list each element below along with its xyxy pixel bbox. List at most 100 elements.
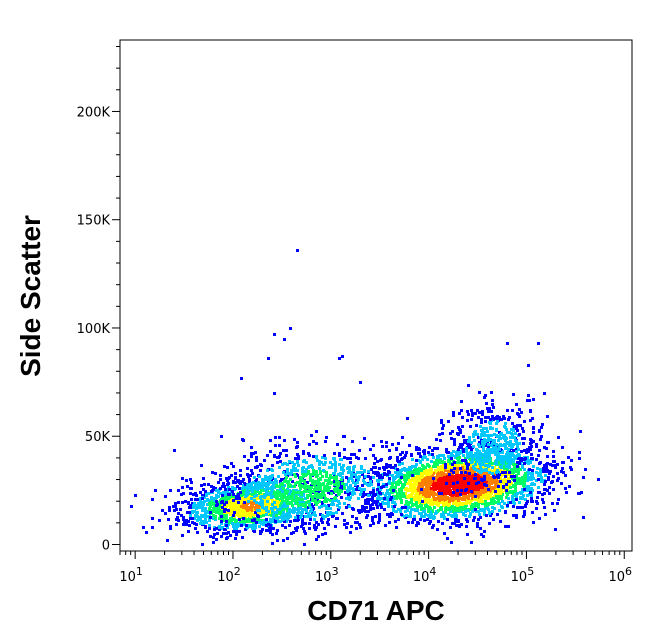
data-point <box>477 499 480 502</box>
data-point <box>516 492 519 495</box>
data-point <box>197 516 200 519</box>
data-point <box>271 499 274 502</box>
data-point <box>464 491 467 494</box>
data-point <box>407 473 410 476</box>
data-point <box>245 512 248 515</box>
data-point <box>456 489 459 492</box>
data-point <box>298 493 301 496</box>
data-point <box>246 484 249 487</box>
data-point <box>332 491 335 494</box>
data-point <box>408 471 411 474</box>
data-point <box>387 505 390 508</box>
data-point <box>238 518 241 521</box>
data-point <box>248 489 251 492</box>
data-point <box>267 487 270 490</box>
data-point <box>365 516 368 519</box>
data-point <box>433 486 436 489</box>
data-point <box>514 490 517 493</box>
data-point <box>189 514 192 517</box>
data-point <box>336 482 339 485</box>
data-point <box>526 471 529 474</box>
data-point <box>528 493 531 496</box>
data-point <box>457 433 460 436</box>
data-point <box>347 480 350 483</box>
data-point <box>337 500 340 503</box>
data-point <box>402 492 405 495</box>
data-point <box>233 504 236 507</box>
data-point <box>470 448 473 451</box>
data-point <box>423 515 426 518</box>
data-point <box>245 504 248 507</box>
data-point <box>289 478 292 481</box>
data-point <box>295 502 298 505</box>
data-point <box>437 475 440 478</box>
data-point <box>551 502 554 505</box>
data-point <box>284 473 287 476</box>
data-point <box>473 483 476 486</box>
data-point <box>468 485 471 488</box>
data-point <box>307 452 310 455</box>
data-point <box>217 526 220 529</box>
data-point <box>440 465 443 468</box>
data-point <box>512 429 515 432</box>
data-point <box>372 522 375 525</box>
data-point <box>283 502 286 505</box>
data-point <box>257 481 260 484</box>
data-point <box>297 455 300 458</box>
data-point <box>265 485 268 488</box>
data-point <box>569 466 572 469</box>
data-point <box>239 510 242 513</box>
data-point <box>498 509 501 512</box>
data-point <box>225 492 228 495</box>
data-point <box>435 438 438 441</box>
data-point <box>525 502 528 505</box>
data-point <box>252 452 255 455</box>
data-point <box>451 499 454 502</box>
data-point <box>480 533 483 536</box>
data-point <box>417 472 420 475</box>
data-point <box>440 515 443 518</box>
data-point <box>328 466 331 469</box>
data-point <box>321 493 324 496</box>
data-point <box>492 462 495 465</box>
data-point <box>419 461 422 464</box>
data-point <box>266 521 269 524</box>
data-point <box>287 493 290 496</box>
data-point <box>487 475 490 478</box>
data-point <box>349 457 352 460</box>
data-point <box>314 482 317 485</box>
data-point <box>286 502 289 505</box>
data-point <box>473 454 476 457</box>
data-point <box>189 506 192 509</box>
data-point <box>290 532 293 535</box>
data-point <box>474 463 477 466</box>
data-point <box>264 500 267 503</box>
data-point <box>313 524 316 527</box>
data-point <box>486 495 489 498</box>
data-point <box>334 463 337 466</box>
data-point <box>428 495 431 498</box>
data-point <box>457 506 460 509</box>
data-point <box>444 478 447 481</box>
data-point <box>457 426 460 429</box>
data-point <box>220 492 223 495</box>
data-point <box>271 520 274 523</box>
data-point <box>230 474 233 477</box>
data-point <box>367 494 370 497</box>
data-point <box>468 476 471 479</box>
data-point <box>248 485 251 488</box>
data-point <box>467 497 470 500</box>
data-point <box>276 499 279 502</box>
data-point <box>338 502 341 505</box>
data-point <box>439 490 442 493</box>
data-point <box>483 455 486 458</box>
data-point <box>282 508 285 511</box>
data-point <box>283 500 286 503</box>
data-point <box>438 454 441 457</box>
data-point <box>316 501 319 504</box>
data-point <box>311 466 314 469</box>
data-point <box>335 511 338 514</box>
data-point <box>493 507 496 510</box>
data-point <box>299 516 302 519</box>
data-point <box>420 469 423 472</box>
